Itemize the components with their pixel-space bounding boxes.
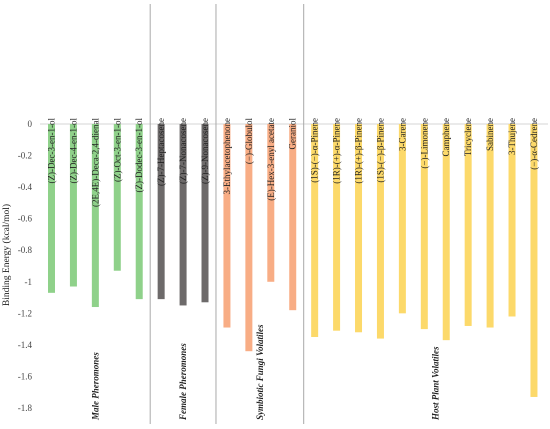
y-tick-label: 0 [28, 119, 33, 129]
y-tick-label: -0.8 [18, 245, 33, 255]
y-tick-label: -1 [25, 277, 33, 287]
category-label: (E)-Hex-3-enyl acetate [266, 118, 276, 201]
category-label: (Z)-Dec-3-en-1-ol [47, 118, 57, 184]
bar [223, 124, 231, 328]
bar [267, 124, 275, 282]
category-label: 3-Carene [397, 118, 407, 151]
y-axis-title: Binding Energy (kcal/mol) [1, 204, 12, 306]
bar [398, 124, 406, 314]
bar [486, 124, 494, 328]
bar [333, 124, 341, 331]
category-label: (Z)-7-Nonacosene [178, 118, 188, 184]
category-label: (Z)-7-Heptacosene [156, 118, 166, 186]
category-label: 3-Thujene [507, 118, 517, 155]
bar [508, 124, 516, 317]
category-label: (−)-α-Cedrene [529, 118, 539, 170]
group-label: Female Pheromones [178, 343, 188, 421]
y-tick-label: -1.8 [18, 403, 33, 413]
y-tick-label: -0.4 [18, 182, 33, 192]
y-tick-label: -0.2 [18, 151, 32, 161]
bar [135, 124, 143, 300]
y-tick-label: -1.6 [18, 371, 33, 381]
bar [530, 124, 538, 397]
category-label: (1S)-(−)-α-Pinene [310, 118, 320, 183]
category-label: Sabinene [485, 118, 495, 151]
bar [245, 124, 253, 352]
bar [355, 124, 363, 333]
category-label: Camphene [441, 118, 451, 157]
y-tick-label: -0.6 [18, 214, 33, 224]
bar [442, 124, 450, 341]
category-label: (Z)-Dec-4-en-1-ol [68, 118, 78, 184]
category-label: (1S)-(−)-β-Pinene [375, 118, 385, 183]
category-label: 3-Ethylacetophenone [222, 118, 232, 194]
bar [420, 124, 428, 330]
category-label: Tricyclene [463, 118, 473, 156]
category-label: (1R)-(+)-β-Pinene [354, 118, 364, 184]
bar [201, 124, 209, 303]
category-label: (Z)-Dodec-3-en-1-ol [134, 118, 144, 193]
category-label: (−)-Globulol [244, 118, 254, 165]
bar [91, 124, 99, 308]
bar [179, 124, 187, 306]
category-label: Geraniol [288, 118, 298, 150]
group-label: Male Pheromones [90, 352, 100, 421]
y-tick-label: -1.4 [18, 340, 33, 350]
bar [311, 124, 319, 337]
bar [113, 124, 121, 271]
bar [464, 124, 472, 326]
category-label: (−)-Limonene [419, 118, 429, 169]
bar [157, 124, 165, 300]
category-label: (Z)-9-Nonacosene [200, 118, 210, 184]
bar [376, 124, 384, 339]
bar [289, 124, 297, 311]
bar [48, 124, 55, 293]
group-label: Host Plant Volatiles [430, 346, 440, 421]
group-label: Symbiotic Fungi Volatiles [255, 324, 265, 420]
category-label: (Z)-Oct-3-en-1-ol [112, 118, 122, 182]
bars-layer [48, 124, 538, 397]
category-label: (1R)-(+)-α-Pinene [332, 118, 342, 184]
y-tick-label: -1.2 [18, 308, 32, 318]
bar [69, 124, 77, 287]
labels-layer: 0 -0.2 -0.4 -0.6 -0.8 -1 -1.2 -1.4 -1.6 -1.8 (Z)-D… [18, 118, 539, 421]
category-label: (2E,4E)-Deca-2,4-dienal [90, 118, 100, 207]
